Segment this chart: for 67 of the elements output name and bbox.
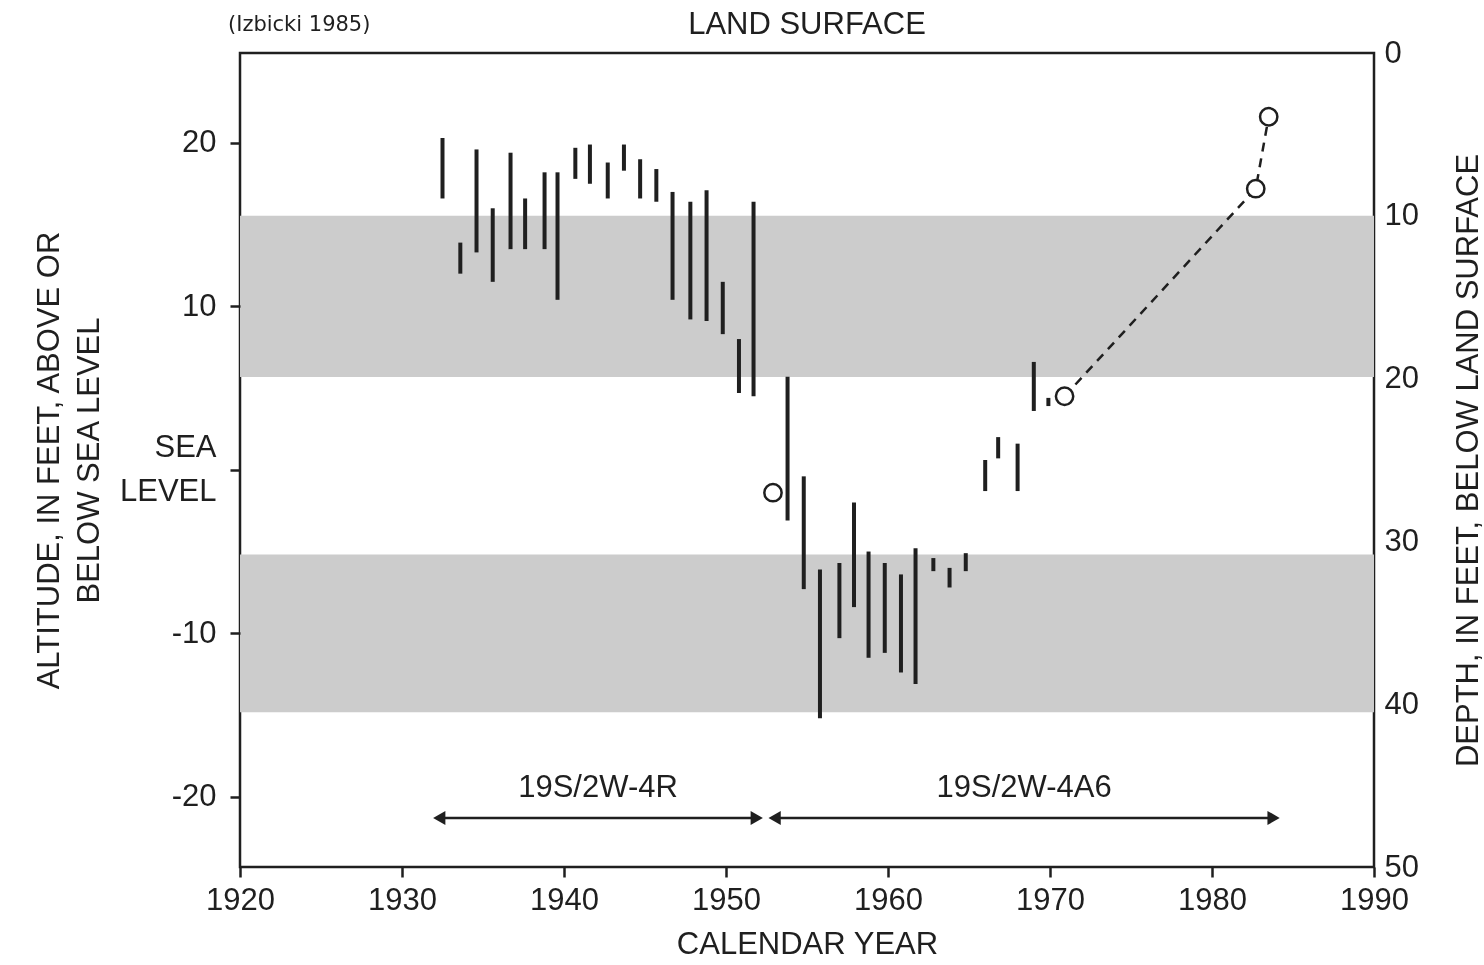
bar xyxy=(866,551,871,658)
bar xyxy=(736,339,741,393)
bar xyxy=(851,502,856,608)
bar xyxy=(654,169,659,202)
bar xyxy=(996,437,1001,459)
y2-tick-label: 30 xyxy=(1384,522,1419,558)
x-tick-label: 1930 xyxy=(368,881,437,917)
bar xyxy=(882,562,887,653)
x-tick-label: 1920 xyxy=(206,881,275,917)
chart-title: LAND SURFACE xyxy=(688,6,926,41)
y-tick-label: 20 xyxy=(182,124,217,160)
bar xyxy=(931,558,936,572)
bar xyxy=(947,567,952,588)
bar xyxy=(983,460,988,492)
x-tick-label: 1990 xyxy=(1340,881,1409,917)
bar xyxy=(801,476,806,590)
bar xyxy=(490,208,495,282)
bar xyxy=(1046,397,1051,407)
x-axis-title: CALENDAR YEAR xyxy=(676,925,939,961)
bar xyxy=(898,574,903,673)
bar xyxy=(913,548,918,684)
x-tick-label: 1970 xyxy=(1016,881,1085,917)
bar xyxy=(720,281,725,335)
bar xyxy=(670,191,675,300)
bar xyxy=(605,162,610,199)
y2-tick-label: 40 xyxy=(1384,685,1419,721)
bar xyxy=(621,144,626,171)
y-tick-label: -20 xyxy=(171,778,217,814)
y2-tick-label: 0 xyxy=(1384,34,1402,70)
y-tick-label: 10 xyxy=(182,287,217,323)
text: (Izbicki 1985) xyxy=(228,12,371,36)
bar xyxy=(587,144,592,184)
series-label: 19S/2W-4A6 xyxy=(936,768,1112,804)
x-tick-label: 1950 xyxy=(692,881,761,917)
bar xyxy=(688,201,693,320)
point xyxy=(1054,386,1075,407)
y2-tick-label: 10 xyxy=(1384,197,1419,233)
bar xyxy=(817,569,822,719)
bar xyxy=(751,201,756,397)
y2-tick-label: 50 xyxy=(1384,848,1419,884)
bar xyxy=(638,159,643,199)
series-label: 19S/2W-4R xyxy=(518,768,678,804)
y-axis-title: ALTITUDE, IN FEET, ABOVE OR BELOW SEA LEVEL xyxy=(30,231,106,690)
bar xyxy=(963,553,968,572)
y2-axis-title: DEPTH, IN FEET, BELOW LAND SURFACE xyxy=(1449,153,1484,768)
bar xyxy=(474,149,479,253)
bar xyxy=(440,138,445,199)
bar xyxy=(508,152,513,250)
bar xyxy=(458,242,463,274)
y-tick-label: SEA LEVEL xyxy=(119,429,217,509)
y-tick-label: -10 xyxy=(171,614,217,650)
x-tick-label: 1960 xyxy=(854,881,923,917)
bar xyxy=(542,172,547,250)
bar xyxy=(1015,443,1020,492)
bar xyxy=(837,562,842,639)
point xyxy=(1258,106,1279,127)
bar xyxy=(555,172,560,300)
bar xyxy=(523,198,528,250)
point xyxy=(763,482,783,503)
bar xyxy=(785,376,790,521)
bar xyxy=(573,147,578,179)
bar xyxy=(1031,361,1036,411)
y2-tick-label: 20 xyxy=(1384,360,1419,396)
x-tick-label: 1940 xyxy=(530,881,599,917)
point xyxy=(1245,178,1266,199)
bar xyxy=(704,190,709,322)
x-tick-label: 1980 xyxy=(1178,881,1247,917)
